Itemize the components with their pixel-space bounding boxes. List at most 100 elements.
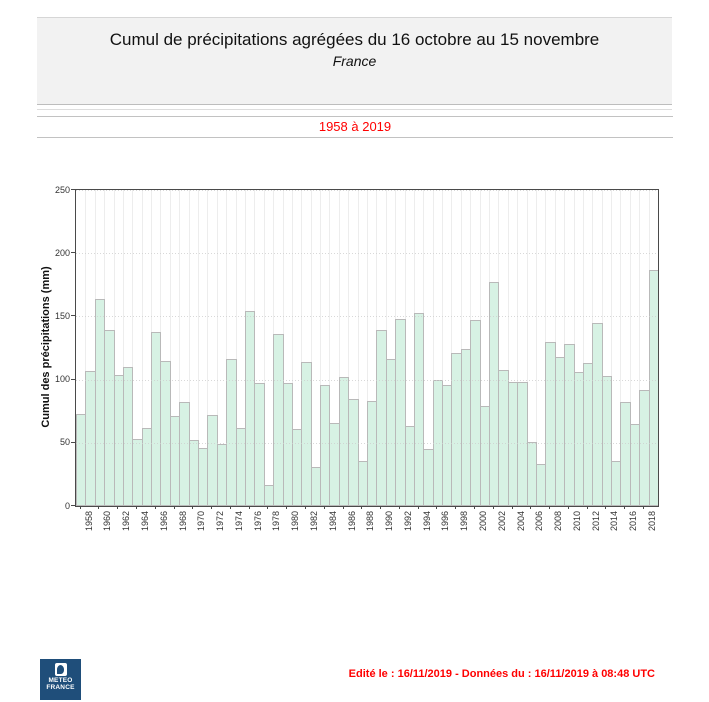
y-tick-label-100: 100: [54, 374, 70, 385]
vertical-gridline: [338, 190, 340, 506]
x-tick-mark: [605, 506, 607, 509]
horizontal-gridline-200: [76, 253, 658, 255]
vertical-gridline: [582, 190, 584, 506]
vertical-gridline: [442, 190, 444, 506]
y-tick-mark: [71, 378, 75, 380]
y-tick-mark: [71, 252, 75, 254]
x-tick-mark: [304, 506, 306, 509]
bar-2019: [648, 269, 658, 506]
x-tick-mark: [98, 506, 100, 509]
x-tick-mark: [136, 506, 138, 509]
meteo-france-glyph-icon: [57, 665, 64, 674]
bar-1982: [301, 361, 312, 506]
bar-1963: [122, 366, 134, 506]
vertical-gridline: [320, 190, 322, 506]
period-label: 1958 à 2019: [318, 119, 392, 134]
vertical-gridline: [611, 190, 613, 506]
vertical-gridline: [291, 190, 293, 506]
vertical-gridline: [629, 190, 631, 506]
x-tick-mark: [586, 506, 588, 509]
vertical-gridline: [301, 190, 303, 506]
bar-2014: [601, 375, 613, 506]
vertical-gridline: [179, 190, 181, 506]
x-tick-mark: [211, 506, 213, 509]
x-tick-mark: [229, 506, 231, 509]
vertical-gridline: [122, 190, 124, 506]
x-tick-mark: [323, 506, 325, 509]
x-tick-mark: [173, 506, 175, 509]
page-subtitle: France: [332, 53, 377, 69]
x-tick-mark: [492, 506, 494, 509]
y-tick-label-0: 0: [64, 500, 70, 511]
vertical-gridline: [535, 190, 537, 506]
logo-text-line1: METEO: [48, 677, 73, 684]
vertical-gridline: [263, 190, 265, 506]
vertical-gridline: [235, 190, 237, 506]
vertical-gridline: [451, 190, 453, 506]
vertical-gridline: [198, 190, 200, 506]
logo-text-line2: FRANCE: [46, 684, 75, 691]
x-tick-mark: [642, 506, 644, 509]
vertical-gridline: [639, 190, 641, 506]
x-tick-mark: [286, 506, 288, 509]
y-tick-mark: [71, 315, 75, 317]
x-tick-mark: [380, 506, 382, 509]
vertical-gridline: [367, 190, 368, 506]
x-tick-mark: [567, 506, 569, 509]
period-strip: 1958 à 2019: [37, 116, 673, 138]
y-tick-label-250: 250: [54, 184, 70, 195]
vertical-gridline: [216, 190, 218, 506]
vertical-gridline: [188, 190, 190, 506]
y-tick-mark: [71, 505, 75, 506]
horizontal-gridline-100: [76, 379, 658, 381]
x-tick-mark: [117, 506, 119, 509]
vertical-gridline: [310, 190, 312, 506]
vertical-gridline: [132, 190, 134, 506]
bar-1977: [254, 383, 265, 506]
vertical-gridline: [526, 190, 528, 506]
page-title: Cumul de précipitations agrégées du 16 o…: [109, 30, 600, 49]
x-tick-mark: [624, 506, 626, 509]
vertical-gridline: [141, 190, 143, 506]
x-tick-mark: [455, 506, 457, 509]
vertical-gridline: [348, 190, 350, 506]
y-tick-mark: [71, 189, 75, 190]
vertical-gridline: [226, 190, 228, 506]
edition-timestamp: Edité le : 16/11/2019 - Données du : 16/…: [348, 668, 655, 680]
x-tick-mark: [417, 506, 419, 509]
x-tick-mark: [436, 506, 438, 509]
bar-1992: [395, 318, 406, 506]
vertical-gridline: [85, 190, 87, 506]
x-tick-mark: [342, 506, 344, 509]
vertical-gridline: [207, 190, 209, 506]
y-tick-label-50: 50: [59, 437, 70, 448]
x-tick-mark: [248, 506, 250, 509]
header-title-box: Cumul de précipitations agrégées du 16 o…: [37, 17, 672, 105]
x-tick-mark: [530, 506, 532, 509]
header-divider: [37, 109, 672, 110]
vertical-gridline: [169, 190, 171, 506]
x-tick-mark: [361, 506, 363, 509]
bar-1987: [348, 398, 359, 506]
horizontal-gridline-250: [76, 190, 658, 191]
vertical-gridline: [620, 190, 622, 506]
vertical-gridline: [460, 190, 462, 506]
vertical-gridline: [507, 190, 509, 506]
y-tick-mark: [71, 441, 75, 443]
y-tick-label-150: 150: [54, 310, 70, 321]
x-tick-mark: [154, 506, 156, 509]
horizontal-gridline-50: [76, 442, 658, 444]
precipitation-bar-chart: Cumul des précipitations (mm) 0 50 100 150 2…: [0, 150, 709, 550]
x-tick-mark: [192, 506, 194, 509]
x-tick-mark: [473, 506, 475, 509]
bar-1994: [413, 312, 425, 506]
y-tick-label-200: 200: [54, 247, 70, 258]
meteo-france-logo: METEO FRANCE: [40, 659, 81, 700]
x-tick-mark: [549, 506, 551, 509]
horizontal-gridline-150: [76, 316, 658, 318]
vertical-gridline: [432, 190, 434, 506]
x-tick-mark: [398, 506, 400, 509]
meteo-france-logo-icon: [54, 663, 67, 676]
vertical-gridline: [357, 190, 359, 506]
y-axis-title: Cumul des précipitations (mm): [40, 266, 52, 428]
